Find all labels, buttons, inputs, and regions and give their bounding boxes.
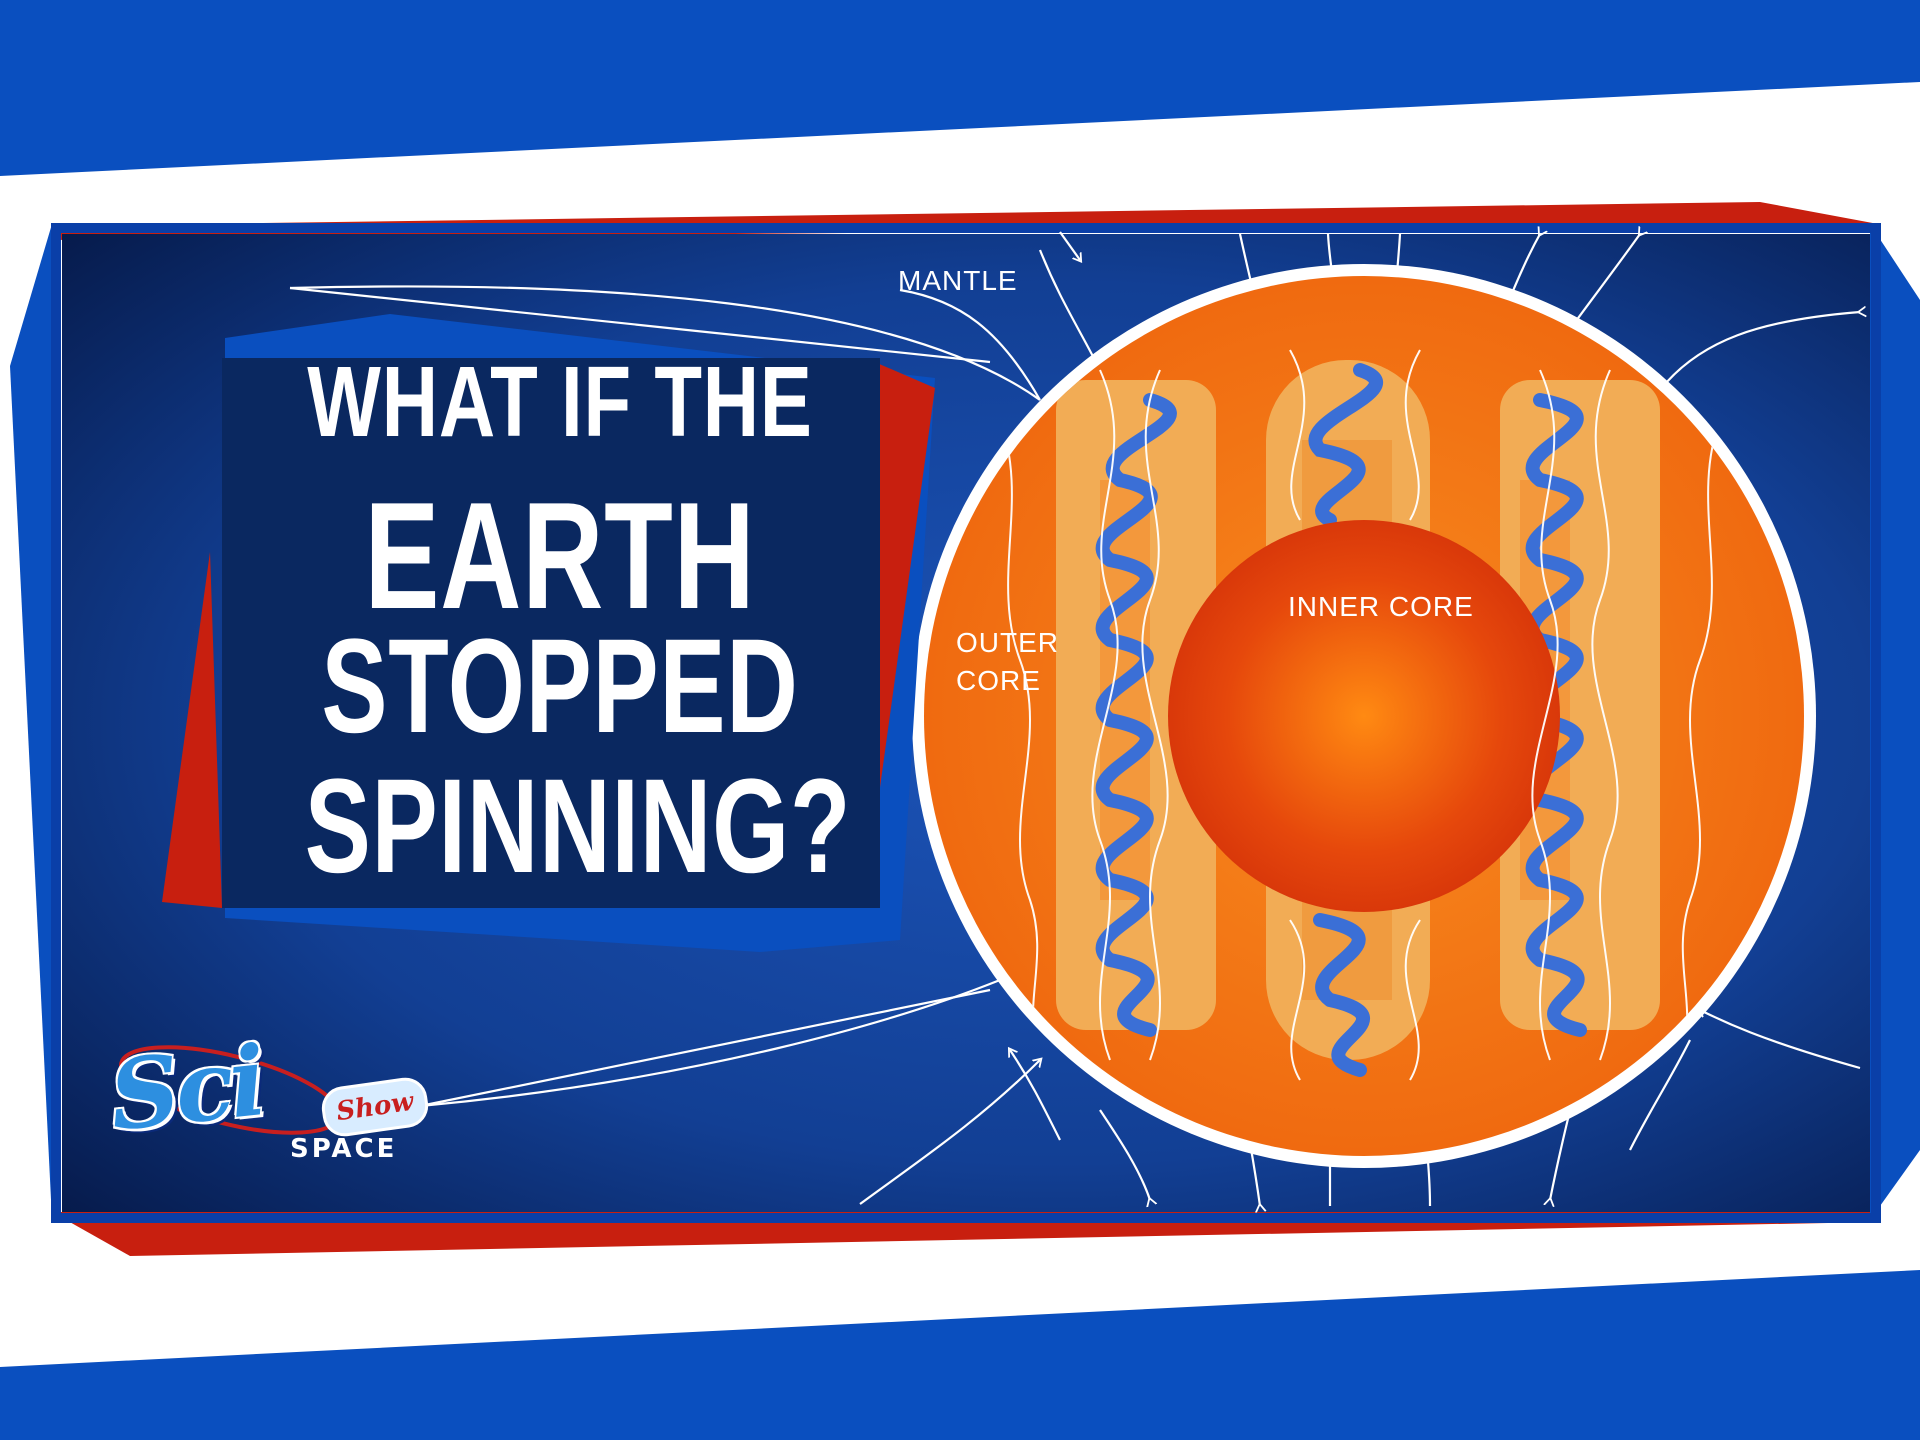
title-line-3: STOPPED xyxy=(321,612,799,761)
title-line-4: SPINNING? xyxy=(304,752,852,901)
title-panel-red-left xyxy=(162,552,222,908)
field-lines-inner xyxy=(999,349,1721,1081)
logo-sci: Sci xyxy=(104,1024,268,1153)
frame-blue-left xyxy=(10,224,52,1220)
bottom-band xyxy=(0,1270,1920,1440)
title-panel-red-right xyxy=(870,360,935,860)
label-mantle: MANTLE xyxy=(898,265,1018,296)
title-line-2: EARTH xyxy=(364,471,756,641)
title-panel xyxy=(222,358,880,908)
inner-core xyxy=(1168,520,1560,912)
panel-border xyxy=(51,223,1881,1223)
label-outer-core: OUTER CORE xyxy=(956,627,1059,696)
logo-space: SPACE xyxy=(290,1134,398,1164)
title-line-1: WHAT IF THE xyxy=(307,346,813,458)
top-band xyxy=(0,0,1920,176)
frame-blue-right xyxy=(1870,224,1920,1220)
label-inner-core: INNER CORE xyxy=(1288,591,1474,622)
